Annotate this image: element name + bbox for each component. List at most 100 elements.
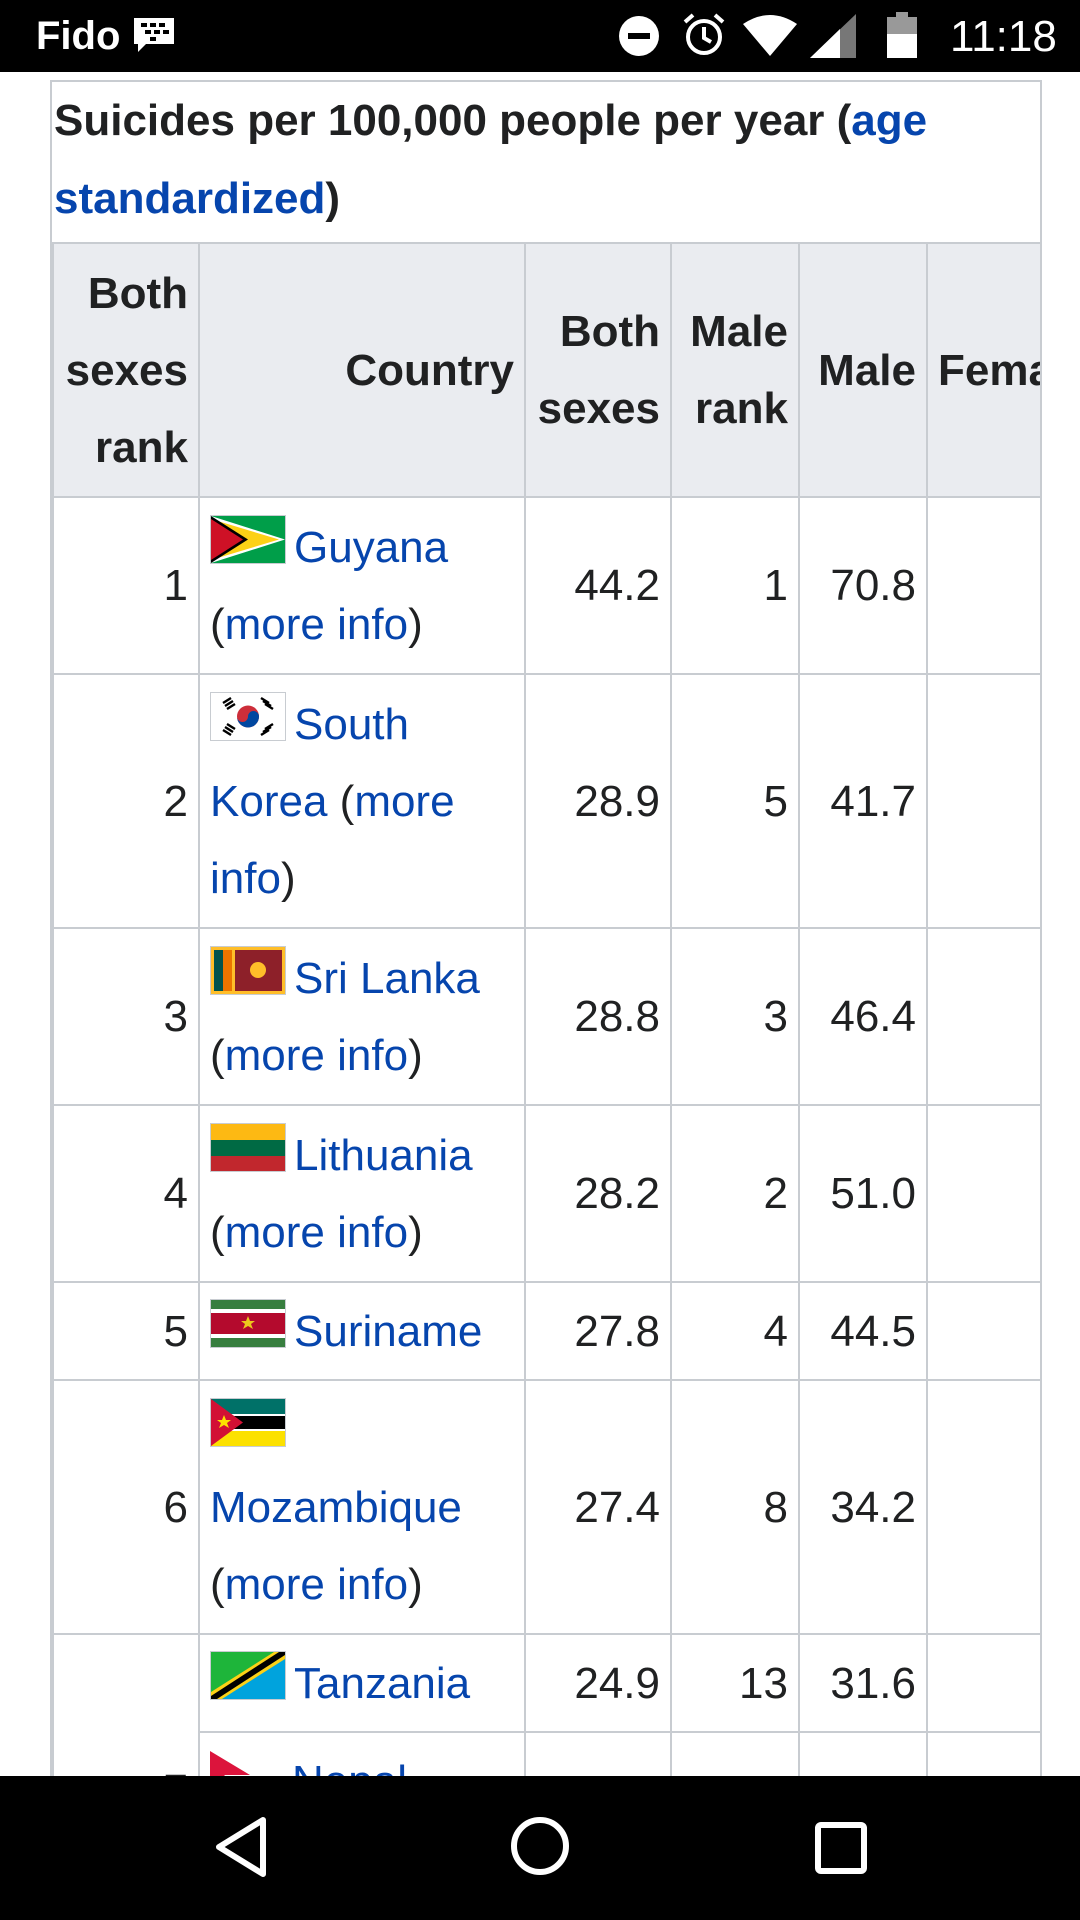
table-row: Nepal	[53, 1731, 1040, 1777]
suicide-rate-table[interactable]: Suicides per 100,000 people per year (ag…	[50, 80, 1042, 1776]
country-cell: Guyana (more info)	[198, 496, 526, 675]
both-sexes-cell: 24.9	[524, 1633, 672, 1733]
age-standardized-link[interactable]: age standardized	[54, 96, 928, 223]
recent-apps-icon[interactable]	[815, 1822, 867, 1879]
clock-time: 11:18	[950, 12, 1057, 61]
male-cell: 51.0	[798, 1104, 928, 1283]
female-rank-cell	[926, 1281, 1040, 1381]
table-row: 4 Lithuania (more info) 28.2 2 51.0	[52, 1104, 1040, 1283]
country-cell: Sri Lanka (more info)	[198, 927, 526, 1106]
rank-cell: 3	[52, 927, 200, 1106]
carrier-name: Fido	[36, 14, 121, 58]
female-rank-cell	[926, 1633, 1040, 1733]
female-rank-cell	[926, 1379, 1040, 1635]
table-row: 2 South Korea (more info) 28.9 5 41.7	[52, 673, 1040, 929]
country-cell: Mozambique (more info)	[198, 1379, 526, 1635]
male-cell: 46.4	[798, 927, 928, 1106]
more-info-link[interactable]: more info	[210, 776, 455, 903]
rank-cell: 2	[52, 673, 200, 929]
male-cell: 44.5	[798, 1281, 928, 1381]
both-sexes-cell: 28.9	[524, 673, 672, 929]
flag-tanzania-icon	[210, 1650, 286, 1700]
country-cell: South Korea (more info)	[198, 673, 526, 929]
male-rank-cell: 5	[670, 673, 800, 929]
rank-cell: 5	[52, 1281, 200, 1381]
male-cell: 70.8	[798, 496, 928, 675]
male-rank-cell: 2	[670, 1104, 800, 1283]
male-cell: 31.6	[798, 1633, 928, 1733]
rank-cell: 7	[52, 1633, 200, 1776]
country-link[interactable]: Guyana	[294, 522, 449, 572]
female-rank-cell	[926, 1731, 1040, 1776]
wifi-icon	[743, 14, 797, 61]
country-cell: Nepal	[198, 1731, 526, 1777]
country-link[interactable]: South Korea	[210, 699, 409, 826]
flag-mozambique-icon	[210, 1397, 286, 1447]
table-row: 7 Tanzania 24.9 13 31.6	[52, 1633, 1040, 1776]
rank-cell: 4	[52, 1104, 200, 1283]
female-rank-cell	[926, 496, 1040, 675]
table-row: 3 Sri Lanka (more info) 28.8 3 46.4	[52, 927, 1040, 1106]
more-info-link[interactable]: more info	[224, 1030, 409, 1080]
female-rank-cell	[926, 673, 1040, 929]
header-both-sexes-rank[interactable]: Both sexes rank	[52, 242, 200, 498]
cell-signal-icon	[810, 14, 856, 63]
status-bar: Fido 11:18	[0, 0, 1080, 72]
data-table: Both sexes rank Country Both sexes Male …	[52, 242, 1040, 1777]
male-cell: 34.2	[798, 1379, 928, 1635]
more-info-link[interactable]: more info	[224, 1559, 409, 1609]
female-rank-cell	[926, 1104, 1040, 1283]
country-link[interactable]: Suriname	[294, 1306, 483, 1356]
male-rank-cell: 13	[670, 1633, 800, 1733]
do-not-disturb-icon	[617, 14, 661, 63]
both-sexes-cell	[524, 1731, 672, 1776]
flag-south-korea-icon	[210, 691, 286, 741]
both-sexes-cell: 28.8	[524, 927, 672, 1106]
article-content[interactable]: Suicides per 100,000 people per year (ag…	[0, 72, 1080, 1776]
country-link[interactable]: Mozambique	[210, 1482, 462, 1532]
country-cell: Suriname	[198, 1281, 526, 1381]
header-both-sexes[interactable]: Both sexes	[524, 242, 672, 498]
both-sexes-cell: 27.4	[524, 1379, 672, 1635]
female-rank-cell	[926, 927, 1040, 1106]
rank-cell: 1	[52, 496, 200, 675]
both-sexes-cell: 44.2	[524, 496, 672, 675]
country-link[interactable]: Tanzania	[294, 1658, 471, 1708]
flag-suriname-icon	[210, 1298, 286, 1348]
header-row: Both sexes rank Country Both sexes Male …	[52, 242, 1040, 498]
country-cell: Tanzania	[198, 1633, 526, 1733]
bbm-icon	[132, 16, 176, 59]
header-country[interactable]: Country	[198, 242, 526, 498]
table-row: 6 Mozambique (more info) 27.4 8 34.2	[52, 1379, 1040, 1635]
alarm-icon	[681, 12, 727, 63]
country-link[interactable]: Lithuania	[294, 1130, 473, 1180]
header-male[interactable]: Male	[798, 242, 928, 498]
male-cell	[798, 1731, 928, 1776]
flag-lithuania-icon	[210, 1122, 286, 1172]
table-caption: Suicides per 100,000 people per year (ag…	[54, 96, 928, 223]
table-row: 1 Guyana (more info) 44.2 1 70.8	[52, 496, 1040, 675]
both-sexes-cell: 28.2	[524, 1104, 672, 1283]
home-icon[interactable]	[510, 1816, 570, 1881]
country-link[interactable]: Sri Lanka	[294, 953, 480, 1003]
country-link[interactable]: Nepal	[292, 1757, 407, 1777]
male-rank-cell: 3	[670, 927, 800, 1106]
flag-sri-lanka-icon	[210, 945, 286, 995]
more-info-link[interactable]: more info	[224, 1207, 409, 1257]
country-cell: Lithuania (more info)	[198, 1104, 526, 1283]
male-rank-cell	[670, 1731, 800, 1776]
male-rank-cell: 4	[670, 1281, 800, 1381]
back-icon[interactable]	[213, 1816, 269, 1883]
flag-guyana-icon	[210, 514, 286, 564]
header-female-rank[interactable]: Female rank	[926, 242, 1040, 498]
both-sexes-cell: 27.8	[524, 1281, 672, 1381]
flag-nepal-icon	[210, 1750, 284, 1776]
male-rank-cell: 1	[670, 496, 800, 675]
table-row: 5 Suriname 27.8 4 44.5	[52, 1281, 1040, 1381]
male-cell: 41.7	[798, 673, 928, 929]
rank-cell: 6	[52, 1379, 200, 1635]
header-male-rank[interactable]: Male rank	[670, 242, 800, 498]
more-info-link[interactable]: more info	[224, 599, 409, 649]
male-rank-cell: 8	[670, 1379, 800, 1635]
navigation-bar	[0, 1776, 1080, 1920]
